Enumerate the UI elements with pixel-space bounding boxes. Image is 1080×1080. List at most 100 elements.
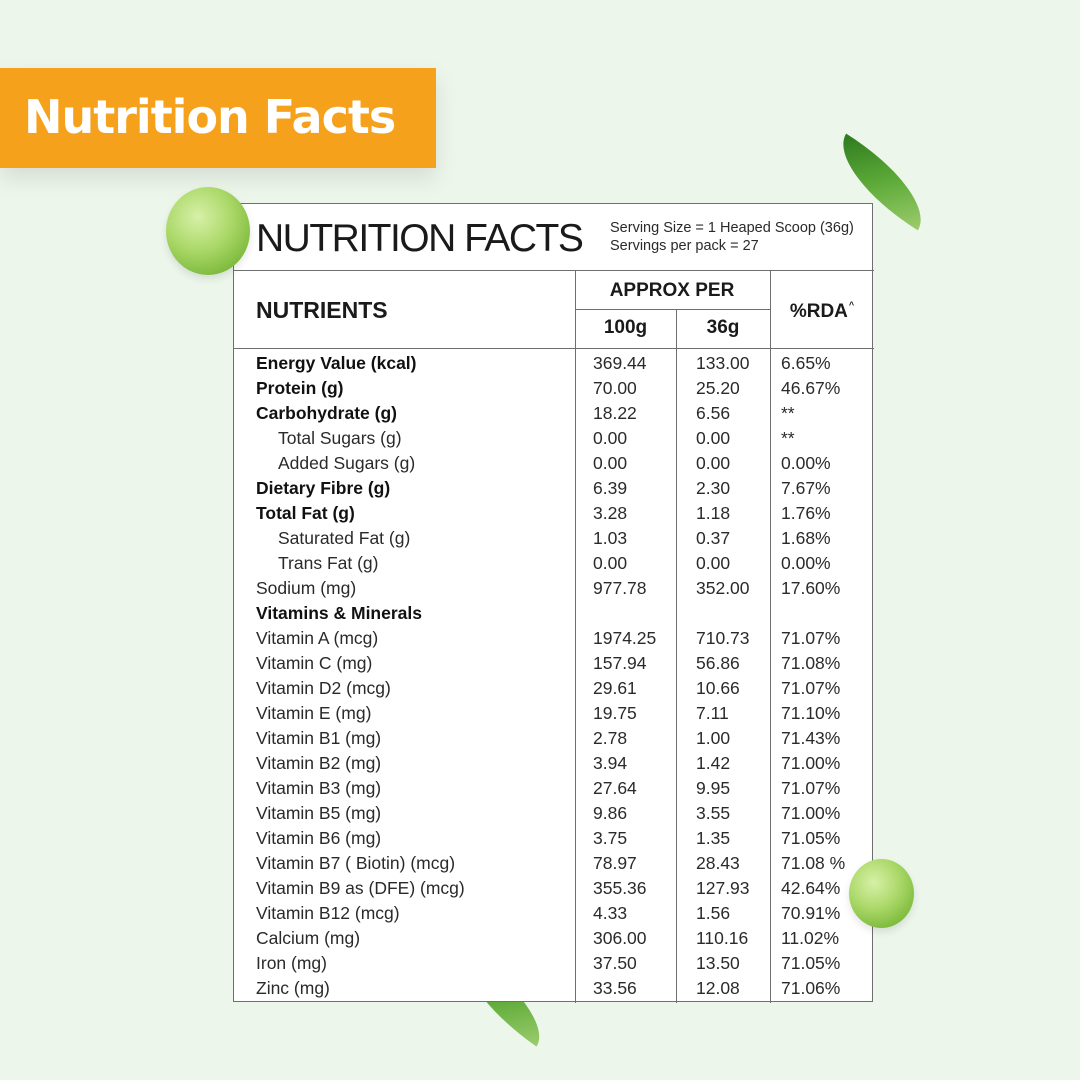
nutrient-rows: Energy Value (kcal) 369.44 133.00 6.65% Prot… xyxy=(234,351,874,1001)
value-100g: 70.00 xyxy=(593,378,637,398)
table-row: Vitamin B1 (mg) 2.78 1.00 71.43% xyxy=(234,726,874,751)
nutrient-name: Vitamin B12 (mcg) xyxy=(256,903,400,923)
table-row: Sodium (mg) 977.78 352.00 17.60% xyxy=(234,576,874,601)
value-36g: 127.93 xyxy=(696,878,750,898)
value-rda: 71.07% xyxy=(781,628,841,648)
value-rda: 7.67% xyxy=(781,478,831,498)
nutrient-name: Added Sugars (g) xyxy=(278,453,416,473)
value-100g: 0.00 xyxy=(593,453,628,473)
table-row: Zinc (mg) 33.56 12.08 71.06% xyxy=(234,976,874,1001)
table-row: Vitamin D2 (mcg) 29.61 10.66 71.07% xyxy=(234,676,874,701)
value-100g: 1.03 xyxy=(593,528,628,548)
value-rda: ** xyxy=(781,428,795,448)
banner-title: Nutrition Facts xyxy=(24,90,396,144)
table-row: Protein (g) 70.00 25.20 46.67% xyxy=(234,376,874,401)
value-36g: 10.66 xyxy=(696,678,740,698)
nutrient-name: Energy Value (kcal) xyxy=(256,353,417,373)
table-row: Vitamin B5 (mg) 9.86 3.55 71.00% xyxy=(234,801,874,826)
value-100g: 355.36 xyxy=(593,878,647,898)
table-row: Vitamin B3 (mg) 27.64 9.95 71.07% xyxy=(234,776,874,801)
header-rda: %RDA^ xyxy=(770,300,874,323)
value-100g: 18.22 xyxy=(593,403,637,423)
table-row: Carbohydrate (g) 18.22 6.56 ** xyxy=(234,401,874,426)
value-100g: 33.56 xyxy=(593,978,637,998)
nutrient-name: Saturated Fat (g) xyxy=(278,528,411,548)
table-row: Trans Fat (g) 0.00 0.00 0.00% xyxy=(234,551,874,576)
table-row: Saturated Fat (g) 1.03 0.37 1.68% xyxy=(234,526,874,551)
nutrient-name: Vitamin B1 (mg) xyxy=(256,728,382,748)
value-36g: 28.43 xyxy=(696,853,740,873)
value-100g: 78.97 xyxy=(593,853,637,873)
nutrient-name: Sodium (mg) xyxy=(256,578,357,598)
value-rda: 71.05% xyxy=(781,953,841,973)
title-divider xyxy=(234,270,874,271)
table-row: Vitamin E (mg) 19.75 7.11 71.10% xyxy=(234,701,874,726)
value-rda: 1.76% xyxy=(781,503,831,523)
nutrient-name: Trans Fat (g) xyxy=(278,553,379,573)
table-row: Vitamin B6 (mg) 3.75 1.35 71.05% xyxy=(234,826,874,851)
nutrient-name: Vitamin D2 (mcg) xyxy=(256,678,391,698)
value-100g: 19.75 xyxy=(593,703,637,723)
value-36g: 110.16 xyxy=(696,928,749,948)
value-100g: 1974.25 xyxy=(593,628,657,648)
table-row: Total Fat (g) 3.28 1.18 1.76% xyxy=(234,501,874,526)
value-rda: 42.64% xyxy=(781,878,841,898)
nutrient-name: Carbohydrate (g) xyxy=(256,403,397,423)
pea-image xyxy=(849,859,914,928)
value-rda: 6.65% xyxy=(781,353,831,373)
value-100g: 306.00 xyxy=(593,928,647,948)
serving-info: Serving Size = 1 Heaped Scoop (36g) Serv… xyxy=(610,219,854,255)
header-divider xyxy=(234,348,874,349)
nutrient-name: Vitamin B3 (mg) xyxy=(256,778,382,798)
value-100g: 369.44 xyxy=(593,353,647,373)
value-rda: 0.00% xyxy=(781,553,831,573)
table-row: Vitamin B7 ( Biotin) (mcg) 78.97 28.43 71.0… xyxy=(234,851,874,876)
header-approx-per: APPROX PER xyxy=(609,280,735,301)
nutrient-name: Total Fat (g) xyxy=(256,503,355,523)
nutrient-name: Dietary Fibre (g) xyxy=(256,478,391,498)
table-row: Dietary Fibre (g) 6.39 2.30 7.67% xyxy=(234,476,874,501)
card-title: NUTRITION FACTS xyxy=(256,217,584,260)
header-100g: 100g xyxy=(603,317,648,338)
value-36g: 2.30 xyxy=(696,478,731,498)
nutrient-name: Calcium (mg) xyxy=(256,928,361,948)
value-36g: 7.11 xyxy=(696,703,729,723)
serving-size: Serving Size = 1 Heaped Scoop (36g) xyxy=(610,220,854,236)
nutrient-name: Total Sugars (g) xyxy=(278,428,402,448)
nutrient-name: Zinc (mg) xyxy=(256,978,330,998)
subheader-divider xyxy=(575,309,770,310)
value-rda: 71.08% xyxy=(781,653,841,673)
value-36g: 710.73 xyxy=(696,628,750,648)
value-rda: 1.68% xyxy=(781,528,831,548)
header-rda-mark: ^ xyxy=(848,300,855,310)
value-rda: ** xyxy=(781,403,795,423)
value-rda: 71.43% xyxy=(781,728,841,748)
value-36g: 0.00 xyxy=(696,553,731,573)
value-rda: 46.67% xyxy=(781,378,841,398)
header-rda-label: %RDA xyxy=(789,301,848,322)
value-36g: 6.56 xyxy=(696,403,731,423)
value-rda: 71.07% xyxy=(781,678,841,698)
value-36g: 133.00 xyxy=(696,353,750,373)
column-divider xyxy=(676,309,677,1003)
table-row: Added Sugars (g) 0.00 0.00 0.00% xyxy=(234,451,874,476)
nutrient-name: Vitamin C (mg) xyxy=(256,653,373,673)
table-row: Energy Value (kcal) 369.44 133.00 6.65% xyxy=(234,351,874,376)
nutrient-name: Vitamins & Minerals xyxy=(256,603,422,623)
value-rda: 71.06% xyxy=(781,978,841,998)
value-36g: 13.50 xyxy=(696,953,740,973)
column-divider xyxy=(575,270,576,1003)
value-36g: 9.95 xyxy=(696,778,731,798)
value-36g: 0.00 xyxy=(696,453,731,473)
value-36g: 0.37 xyxy=(696,528,731,548)
value-100g: 157.94 xyxy=(593,653,647,673)
nutrient-name: Vitamin E (mg) xyxy=(256,703,372,723)
value-rda: 71.00% xyxy=(781,803,841,823)
value-100g: 4.33 xyxy=(593,903,628,923)
value-rda: 11.02% xyxy=(781,928,840,948)
value-100g: 9.86 xyxy=(593,803,628,823)
table-row: Vitamin B9 as (DFE) (mcg) 355.36 127.93 42.… xyxy=(234,876,874,901)
value-100g: 0.00 xyxy=(593,553,628,573)
nutrient-name: Vitamin A (mcg) xyxy=(256,628,379,648)
title-banner: Nutrition Facts xyxy=(0,68,436,168)
